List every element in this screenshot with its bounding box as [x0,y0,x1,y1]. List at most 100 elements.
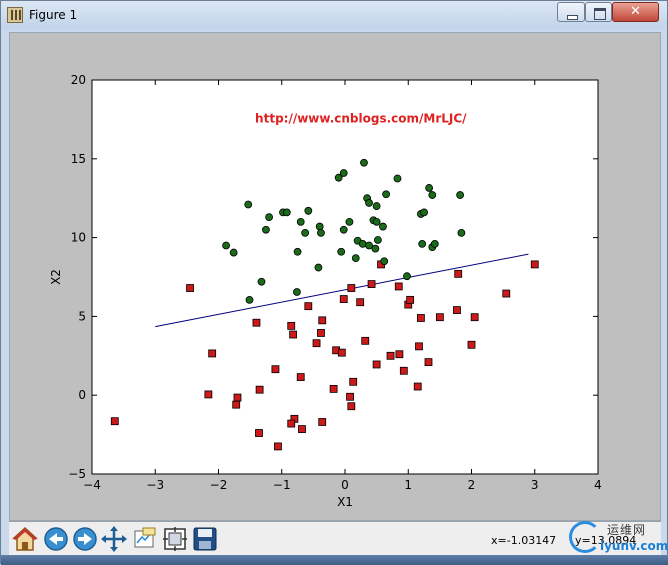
class0-square-point [470,313,479,322]
x-tick-label: 3 [531,478,539,492]
home-icon [12,526,38,551]
class0-square-point [318,418,327,426]
class1-circle-point [293,247,302,256]
class1-circle-point [301,228,310,237]
x-tick-label: 0 [341,478,349,492]
class0-square-point [296,373,305,381]
x-tick-label: −3 [146,478,164,492]
class0-square-point [318,316,327,325]
y-tick-label: 15 [71,152,86,166]
forward-button[interactable] [71,525,99,553]
y-tick-label: 5 [78,309,86,323]
class1-circle-point [222,241,230,250]
class1-circle-point [372,202,381,210]
class1-circle-point [229,248,238,257]
class1-circle-point [245,295,254,304]
class0-square-point [435,313,444,322]
class1-circle-point [358,240,367,248]
class1-circle-point [371,244,380,253]
class0-square-point [289,330,298,339]
class1-circle-point [425,184,434,192]
class1-circle-point [244,200,253,209]
class0-square-point [110,417,119,426]
class1-circle-point [373,236,382,244]
class1-circle-point [304,206,313,215]
class1-circle-point [457,228,466,237]
class0-square-point [413,382,422,391]
matplotlib-app-icon [7,7,23,23]
class0-square-point [347,284,356,292]
minimize-button[interactable] [557,2,585,22]
class1-circle-point [262,225,270,234]
class0-square-point [232,400,241,409]
scatter-plot[interactable]: −4 −3 −2 −1 0 1 2 3 4 −5 0 5 10 15 20 http://www.cnblog… [10,33,662,522]
y-axis-label: X2 [49,269,63,285]
forward-arrow-icon [73,527,97,551]
class0-square-point [274,442,282,451]
class0-square-point [347,402,356,411]
pan-button[interactable] [100,525,128,553]
home-button[interactable] [11,525,39,553]
class1-circle-point [339,225,348,234]
zoom-button[interactable] [131,525,159,553]
class0-square-point [415,342,423,351]
class0-square-point [287,419,296,428]
os-taskbar [1,555,668,565]
class1-circle-point [337,247,346,256]
class1-circle-point [403,272,411,281]
cursor-x-readout: x=-1.03147 [491,534,557,547]
class0-square-point [186,284,194,292]
class0-square-point [453,306,461,314]
class0-square-point [317,329,325,337]
save-icon [193,527,217,551]
pan-icon [101,526,127,552]
decision-boundary-line [155,253,529,328]
back-button[interactable] [42,525,70,553]
class0-square-point [361,336,370,345]
save-button[interactable] [191,525,219,553]
class0-square-point [252,318,261,327]
class0-square-point [386,351,395,360]
class1-circle-point [339,169,348,177]
y-tick-label: 0 [78,388,86,402]
watermark-cn-text: 运维网 [607,523,647,537]
annotation-url: http://www.cnblogs.com/MrLJC/ [255,112,467,126]
class0-square-point [287,321,296,330]
title-bar[interactable]: Figure 1 [1,1,667,29]
class1-circle-point [382,190,391,199]
class0-square-point [204,390,213,399]
class1-circle-point [351,254,360,262]
figure-canvas[interactable]: −4 −3 −2 −1 0 1 2 3 4 −5 0 5 10 15 20 http://www.cnblog… [9,32,661,521]
subplot-config-button[interactable] [161,525,189,553]
class1-circle-point [360,158,368,167]
class0-square-point [271,365,280,374]
class1-circle-point [428,191,437,199]
class1-circle-point [420,208,428,217]
class0-square-point [329,384,338,393]
class1-circle-point [317,228,325,237]
class0-square-point [395,350,404,359]
class1-circle-point [365,241,373,250]
class0-square-point [346,392,354,401]
class0-square-point [349,377,358,386]
x-tick-label: −2 [210,478,228,492]
class1-circle-point [365,199,373,207]
y-tick-label: 10 [71,231,86,245]
y-tick-label: −5 [68,467,86,481]
class1-circle-point [345,217,354,226]
class0-square-point [394,282,403,291]
y-tick-label: 20 [71,73,86,87]
class0-square-point [502,289,511,298]
maximize-button[interactable] [585,2,612,22]
class1-circle-point [265,213,274,222]
watermark-swirl-icon [569,521,601,553]
class0-square-point [406,295,415,304]
close-button[interactable] [612,2,659,22]
class1-circle-point [456,191,465,199]
class0-square-point [356,298,365,307]
class1-circle-point [393,174,402,183]
class1-circle-point [334,173,343,182]
x-tick-label: −4 [83,478,101,492]
x-axis-label: X1 [337,495,353,509]
